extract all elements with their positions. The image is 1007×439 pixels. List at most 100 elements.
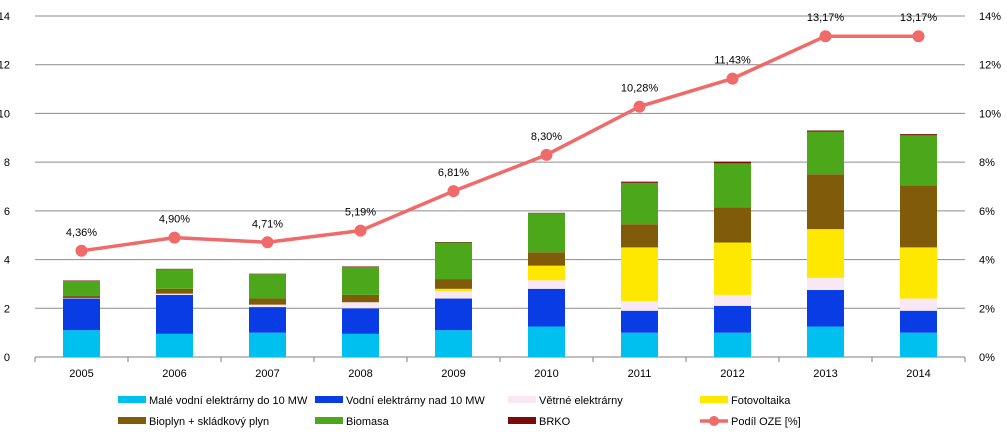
bar-segment <box>714 163 751 208</box>
bar-segment <box>621 247 658 301</box>
share-point <box>726 72 739 85</box>
bar-segment <box>156 269 193 289</box>
y-right-tick-label: 10% <box>979 108 1001 120</box>
bar-segment <box>435 288 472 292</box>
bar-segment <box>714 161 751 164</box>
bar-segment <box>63 281 100 296</box>
y-left-tick-label: 2 <box>4 303 10 315</box>
share-data-label: 5,19% <box>345 207 376 219</box>
bar-segment <box>621 300 658 311</box>
x-tick-label: 2013 <box>813 368 837 380</box>
share-data-label: 10,28% <box>621 83 659 95</box>
bar-segment <box>156 293 193 295</box>
bar-segment <box>621 332 658 357</box>
bar-segment <box>435 298 472 331</box>
bar-segment <box>621 310 658 333</box>
bar-segment <box>807 290 844 327</box>
share-data-label: 13,17% <box>900 12 938 24</box>
legend-label: Fotovoltaika <box>731 395 791 407</box>
bar-segment <box>63 298 100 331</box>
share-point <box>633 100 646 113</box>
y-right-tick-label: 12% <box>979 60 1001 72</box>
share-point <box>912 30 925 43</box>
y-right-tick-label: 14% <box>979 11 1001 23</box>
x-tick-label: 2011 <box>628 368 652 380</box>
share-point <box>447 185 460 198</box>
bar-segment <box>807 130 844 132</box>
share-point <box>354 224 367 237</box>
y-left-tick-label: 6 <box>4 206 10 218</box>
y-right-tick-label: 8% <box>979 157 995 169</box>
bar-segment <box>900 247 937 299</box>
y-right-tick-label: 4% <box>979 255 995 267</box>
bar-segment <box>156 294 193 334</box>
bar-segment <box>342 266 379 295</box>
bar-segment <box>249 307 286 333</box>
bar-segment <box>900 185 937 248</box>
bar-segment <box>63 330 100 357</box>
legend-swatch <box>315 396 343 403</box>
bar-segment <box>249 274 286 299</box>
legend-swatch <box>508 417 536 424</box>
bar-segment <box>528 280 565 289</box>
bar-segment <box>900 298 937 311</box>
legend-label: BRKO <box>539 416 571 428</box>
y-left-tick-label: 14 <box>0 11 10 23</box>
bar-segment <box>621 181 658 183</box>
share-data-label: 13,17% <box>807 12 845 24</box>
share-data-label: 8,30% <box>531 131 562 143</box>
bar-segment <box>900 310 937 333</box>
share-point <box>261 236 274 249</box>
x-tick-label: 2007 <box>255 368 279 380</box>
legend-swatch <box>118 417 146 424</box>
bar-segment <box>807 277 844 291</box>
share-point <box>168 231 181 244</box>
x-tick-label: 2005 <box>69 368 93 380</box>
bar-segment <box>156 288 193 294</box>
bar-segment <box>528 265 565 281</box>
bar-segment <box>528 326 565 357</box>
bar-segment <box>900 135 937 186</box>
legend-label: Větrné elektrárny <box>539 395 623 407</box>
legend-label: Malé vodní elektrárny do 10 MW <box>149 395 308 407</box>
legend-marker <box>709 416 719 426</box>
x-tick-label: 2014 <box>906 368 930 380</box>
legend-swatch <box>315 417 343 424</box>
bar-segment <box>342 302 379 309</box>
bar-segment <box>249 304 286 308</box>
bar-segment <box>435 242 472 280</box>
bar-segment <box>342 308 379 334</box>
share-data-label: 6,81% <box>438 167 469 179</box>
share-line <box>81 34 919 253</box>
x-tick-label: 2012 <box>720 368 744 380</box>
bar-segment <box>714 242 751 295</box>
bar-segment <box>714 332 751 357</box>
x-tick-label: 2006 <box>162 368 186 380</box>
bar-segment <box>807 326 844 357</box>
bar-segment <box>342 294 379 303</box>
bar-segment <box>249 332 286 357</box>
y-right-tick-label: 6% <box>979 206 995 218</box>
bar-segment <box>900 332 937 357</box>
legend-label: Podíl OZE [%] <box>731 416 801 428</box>
share-data-label: 4,90% <box>159 214 190 226</box>
legend-swatch <box>700 396 728 403</box>
bar-segment <box>342 333 379 357</box>
x-tick-label: 2010 <box>534 368 558 380</box>
y-left-tick-label: 10 <box>0 108 10 120</box>
y-right-tick-label: 2% <box>979 303 995 315</box>
share-point <box>819 30 832 43</box>
bar-segment <box>528 288 565 327</box>
share-data-label: 11,43% <box>714 55 751 67</box>
legend-swatch <box>118 396 146 403</box>
share-data-label: 4,71% <box>252 218 283 230</box>
legend-label: Bioplyn + skládkový plyn <box>149 416 269 428</box>
bar-segment <box>621 224 658 248</box>
bar-segment <box>807 174 844 230</box>
legend-label: Biomasa <box>346 416 390 428</box>
legend-label: Vodní elektrárny nad 10 MW <box>346 395 485 407</box>
bar-segment <box>435 291 472 299</box>
x-tick-label: 2008 <box>348 368 372 380</box>
